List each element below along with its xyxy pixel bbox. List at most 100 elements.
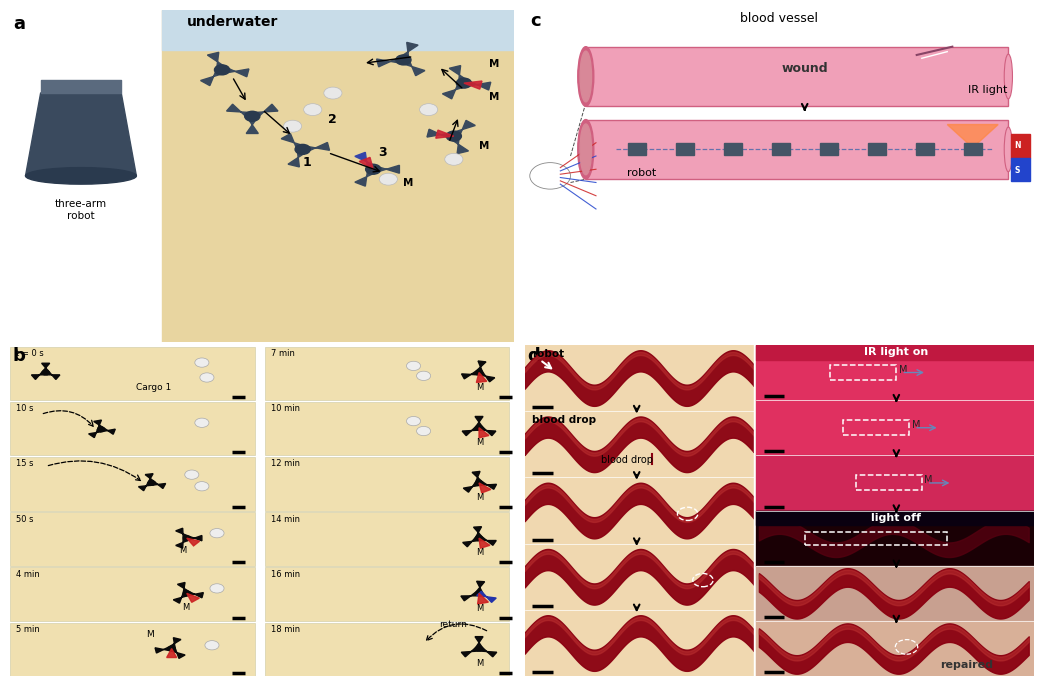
Bar	[525, 345, 754, 411]
Circle shape	[447, 131, 461, 141]
Ellipse shape	[26, 167, 136, 184]
Polygon shape	[227, 104, 256, 120]
Polygon shape	[373, 165, 399, 173]
Polygon shape	[477, 426, 496, 436]
Bar	[162, 10, 520, 342]
Circle shape	[245, 111, 260, 121]
Text: blood drop: blood drop	[601, 454, 654, 464]
Circle shape	[199, 373, 214, 382]
Text: 4 min: 4 min	[17, 570, 41, 579]
Bar	[1011, 158, 1031, 181]
Circle shape	[324, 87, 342, 99]
Bar	[868, 143, 886, 155]
Bar	[963, 143, 982, 155]
Text: wound: wound	[781, 61, 828, 74]
Text: three-arm
robot: three-arm robot	[55, 199, 107, 221]
Bar	[10, 623, 255, 676]
Bar	[586, 46, 1009, 107]
Circle shape	[445, 154, 463, 165]
Polygon shape	[176, 528, 190, 540]
Polygon shape	[301, 143, 329, 153]
Polygon shape	[42, 363, 50, 372]
Text: M: M	[179, 546, 186, 555]
Text: return: return	[438, 620, 467, 629]
Bar	[10, 457, 255, 511]
Polygon shape	[478, 594, 488, 604]
Polygon shape	[443, 81, 469, 99]
Polygon shape	[178, 583, 190, 594]
Text: t = 0 s: t = 0 s	[17, 349, 45, 358]
Ellipse shape	[578, 120, 594, 179]
Bar	[756, 345, 1034, 400]
Text: d: d	[527, 346, 540, 365]
Circle shape	[195, 358, 209, 367]
Bar	[265, 568, 509, 621]
Text: M: M	[477, 659, 484, 668]
Polygon shape	[474, 527, 483, 538]
Circle shape	[303, 104, 322, 115]
Polygon shape	[462, 79, 490, 90]
Text: 5 min: 5 min	[17, 625, 41, 634]
Polygon shape	[100, 427, 115, 434]
Polygon shape	[479, 428, 489, 438]
Polygon shape	[44, 370, 60, 380]
Bar	[1011, 135, 1031, 158]
Bar	[756, 511, 1034, 566]
Text: 18 min: 18 min	[271, 625, 300, 634]
Polygon shape	[355, 152, 378, 171]
Text: M: M	[477, 438, 484, 447]
Ellipse shape	[578, 46, 594, 107]
Text: 16 min: 16 min	[271, 570, 300, 579]
Bar	[162, 10, 520, 50]
Polygon shape	[282, 134, 308, 152]
Bar	[628, 143, 646, 155]
Circle shape	[417, 426, 430, 436]
Bar	[723, 143, 742, 155]
Text: 1: 1	[302, 156, 312, 169]
Ellipse shape	[580, 51, 591, 102]
Bar	[525, 477, 754, 544]
Bar	[10, 402, 255, 456]
Text: M: M	[146, 630, 154, 639]
Bar	[525, 411, 754, 477]
Polygon shape	[449, 66, 470, 85]
Bar	[772, 143, 790, 155]
Polygon shape	[186, 591, 204, 598]
Text: N: N	[1014, 141, 1021, 150]
Bar	[10, 568, 255, 621]
Text: M: M	[899, 365, 907, 374]
Polygon shape	[435, 130, 454, 138]
Circle shape	[205, 641, 219, 650]
Polygon shape	[449, 120, 475, 139]
Polygon shape	[448, 135, 469, 154]
Polygon shape	[168, 647, 185, 658]
Circle shape	[366, 165, 380, 174]
Polygon shape	[477, 535, 497, 545]
Polygon shape	[472, 471, 483, 484]
Text: 7 min: 7 min	[271, 349, 295, 358]
Text: 2: 2	[328, 113, 337, 126]
Circle shape	[396, 55, 411, 65]
Polygon shape	[249, 104, 278, 120]
Polygon shape	[176, 537, 190, 548]
Bar	[265, 346, 509, 400]
Bar	[843, 420, 909, 435]
Circle shape	[406, 361, 421, 371]
Text: 12 min: 12 min	[271, 459, 300, 469]
Bar	[820, 143, 837, 155]
Circle shape	[195, 482, 209, 491]
Polygon shape	[461, 646, 481, 657]
Text: underwater: underwater	[187, 15, 278, 29]
Circle shape	[195, 418, 209, 428]
Text: M: M	[489, 59, 500, 68]
Circle shape	[379, 173, 397, 185]
Bar	[675, 143, 694, 155]
Text: M: M	[479, 141, 489, 152]
Circle shape	[456, 78, 472, 88]
Circle shape	[185, 470, 198, 479]
Bar	[756, 621, 1034, 676]
Text: 50 s: 50 s	[17, 514, 34, 523]
Polygon shape	[155, 646, 172, 653]
Bar	[756, 456, 1034, 511]
Polygon shape	[187, 538, 199, 546]
